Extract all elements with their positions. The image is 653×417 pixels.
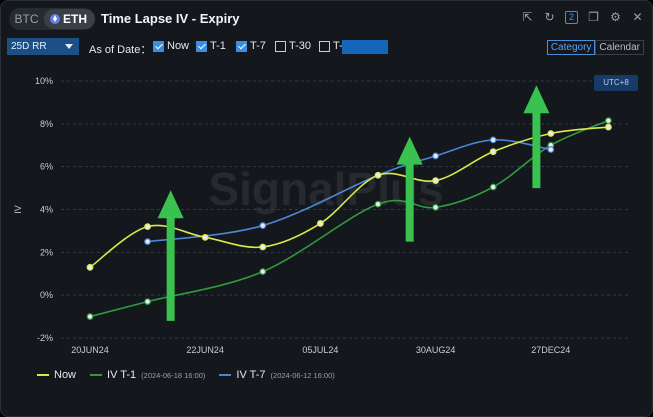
- data-point-now: [605, 123, 612, 131]
- y-tick-label: 4%: [40, 205, 53, 215]
- y-tick-label: 8%: [40, 119, 53, 129]
- option-t7-label: T-7: [250, 40, 266, 52]
- data-point-t1: [259, 268, 267, 276]
- custom-date-input[interactable]: [342, 40, 388, 54]
- window-controls: ⇱ ↻ 2 ❐ ⚙ ✕: [521, 11, 644, 24]
- checkbox-custom[interactable]: [319, 40, 330, 52]
- x-tick-label: 05JUL24: [302, 345, 338, 355]
- settings-icon[interactable]: ⚙: [610, 10, 621, 24]
- asset-eth-label: ETH: [63, 12, 87, 26]
- option-t1[interactable]: T-1: [196, 40, 226, 52]
- option-custom-label: T-: [333, 40, 343, 52]
- metric-select[interactable]: 25D RR: [7, 38, 79, 55]
- x-tick-label: 20JUN24: [71, 345, 109, 355]
- chevron-down-icon: [65, 44, 73, 49]
- y-tick-label: 0%: [40, 290, 53, 300]
- data-point-now: [489, 148, 497, 156]
- annotation-arrow-up: [396, 136, 423, 242]
- calendar-view-button[interactable]: Calendar: [595, 40, 644, 55]
- y-tick-label: 6%: [40, 162, 53, 172]
- x-tick-label: 30AUG24: [416, 345, 456, 355]
- panel-header: BTC ETH Time Lapse IV - Expiry ⇱ ↻ 2 ❐ ⚙…: [1, 1, 652, 35]
- checkbox-now[interactable]: [153, 40, 164, 52]
- legend-item-t1[interactable]: IV T-1 (2024-06-18 16:00): [90, 369, 205, 381]
- legend-label-t7: IV T-7: [236, 369, 266, 381]
- chart-legend: Now IV T-1 (2024-06-18 16:00) IV T-7 (20…: [37, 369, 335, 381]
- y-tick-label: 10%: [35, 76, 53, 86]
- asset-eth-button[interactable]: ETH: [44, 9, 95, 29]
- option-t30-label: T-30: [289, 40, 312, 52]
- panel-title: Time Lapse IV - Expiry: [101, 11, 240, 26]
- category-view-button[interactable]: Category: [546, 40, 596, 55]
- data-point-t7: [547, 146, 555, 153]
- ethereum-icon: [50, 14, 60, 24]
- legend-label-now: Now: [54, 369, 77, 381]
- x-tick-label: 27DEC24: [531, 345, 570, 355]
- close-icon[interactable]: ✕: [632, 10, 643, 24]
- option-t7[interactable]: T-7: [236, 40, 266, 52]
- watermark: SignalPlus: [208, 163, 443, 215]
- export-icon[interactable]: ⇱: [522, 10, 533, 24]
- option-t1-label: T-1: [210, 40, 226, 52]
- refresh-icon[interactable]: ↻: [544, 10, 555, 24]
- data-point-t1: [432, 203, 440, 211]
- legend-item-now[interactable]: Now: [37, 369, 76, 381]
- legend-swatch-now: [37, 374, 49, 376]
- data-point-t7: [432, 152, 440, 160]
- y-axis-label: IV: [13, 205, 23, 214]
- checkbox-t7[interactable]: [236, 40, 247, 52]
- data-point-t1: [605, 117, 612, 125]
- as-of-label: As of Date：: [89, 44, 152, 56]
- option-t30[interactable]: T-30: [275, 40, 311, 52]
- data-point-t1: [489, 183, 497, 191]
- y-tick-label: -2%: [37, 333, 53, 343]
- legend-label-t1: IV T-1: [107, 369, 137, 381]
- data-point-now: [259, 243, 267, 251]
- legend-timestamp-t7: (2024-06-12 16:00): [270, 370, 335, 380]
- legend-item-t7[interactable]: IV T-7 (2024-06-12 16:00): [219, 369, 335, 381]
- checkbox-t30[interactable]: [275, 40, 286, 52]
- data-point-t1: [374, 200, 382, 208]
- data-point-t7: [144, 238, 152, 246]
- view-toggle: Category Calendar: [546, 40, 644, 55]
- data-point-t7: [489, 136, 497, 144]
- option-now-label: Now: [167, 40, 190, 52]
- annotation-arrow-up: [157, 190, 184, 321]
- data-point-now: [547, 130, 555, 137]
- iv-line-chart: SignalPlus 10% 8% 6% 4% 2% 0% -2% IV 20JUN24 22JUN…: [13, 76, 629, 355]
- data-point-t1: [86, 313, 94, 320]
- data-point-now: [86, 263, 94, 271]
- annotation-arrow-up: [523, 85, 550, 189]
- metric-select-value: 25D RR: [11, 41, 47, 52]
- timezone-badge[interactable]: UTC+8: [594, 75, 638, 91]
- data-point-now: [432, 177, 440, 184]
- asset-btc-button[interactable]: BTC: [14, 12, 39, 26]
- asset-toggle[interactable]: BTC ETH: [9, 8, 95, 30]
- data-point-now: [374, 171, 382, 179]
- option-custom[interactable]: T-: [319, 40, 343, 52]
- data-point-t7: [259, 222, 267, 229]
- option-now[interactable]: Now: [153, 40, 189, 52]
- legend-timestamp-t1: (2024-06-18 16:00): [141, 370, 206, 380]
- layout-2-icon[interactable]: 2: [565, 11, 578, 24]
- data-point-now: [201, 233, 209, 241]
- data-point-now: [317, 220, 324, 227]
- legend-swatch-t7: [219, 374, 232, 376]
- data-point-t1: [144, 298, 152, 305]
- copy-icon[interactable]: ❐: [588, 10, 599, 24]
- legend-swatch-t1: [90, 374, 103, 376]
- x-tick-label: 22JUN24: [186, 345, 224, 355]
- y-tick-label: 2%: [40, 247, 53, 257]
- toolbar: 25D RR As of Date： Now T-1 T-7 T-30 T- C…: [1, 35, 652, 59]
- data-point-now: [144, 223, 152, 231]
- checkbox-t1[interactable]: [196, 40, 207, 52]
